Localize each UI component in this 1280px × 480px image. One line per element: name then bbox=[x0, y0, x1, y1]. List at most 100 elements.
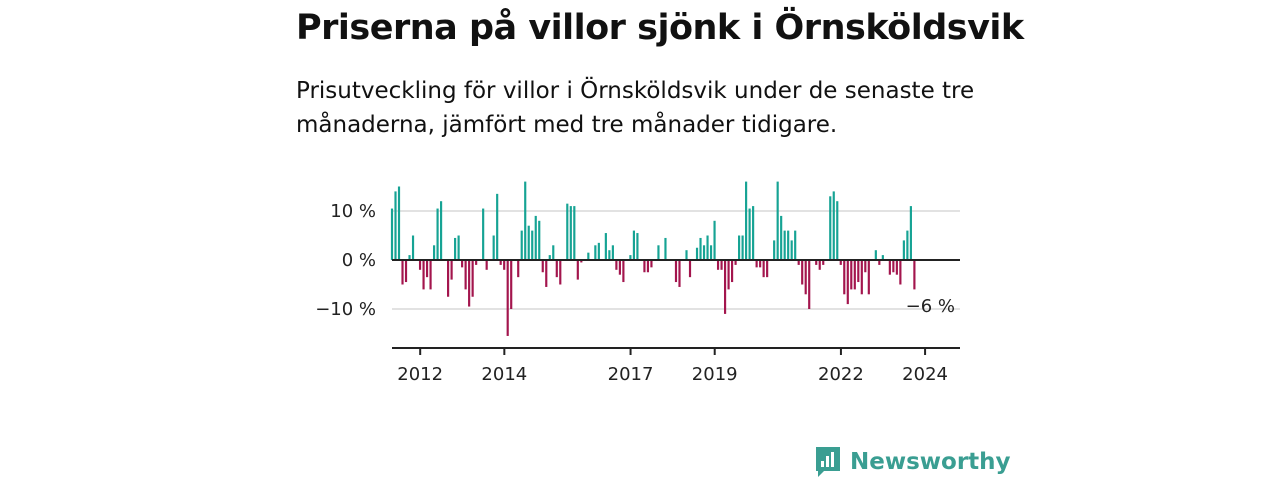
x-tick-label: 2022 bbox=[818, 364, 864, 385]
bar bbox=[475, 260, 478, 265]
x-tick-label: 2017 bbox=[608, 364, 654, 385]
bar bbox=[818, 260, 821, 270]
bar bbox=[909, 206, 912, 260]
bar bbox=[622, 260, 625, 283]
y-tick-label: 10 % bbox=[330, 201, 376, 222]
bar bbox=[632, 230, 635, 260]
bar bbox=[471, 260, 474, 297]
bar bbox=[643, 260, 646, 273]
bar bbox=[496, 193, 499, 260]
bar bbox=[580, 260, 583, 263]
last-value-label: −6 % bbox=[906, 296, 955, 317]
bar bbox=[706, 235, 709, 260]
bar bbox=[748, 208, 751, 260]
bar bbox=[892, 260, 895, 273]
y-tick-labels: 10 % 0 % −10 % bbox=[315, 201, 376, 320]
bar bbox=[615, 260, 618, 270]
bar bbox=[573, 206, 576, 260]
bar bbox=[646, 260, 650, 273]
bar bbox=[657, 245, 660, 260]
bar bbox=[411, 235, 415, 260]
bar bbox=[857, 260, 860, 283]
bar bbox=[709, 245, 713, 260]
bar bbox=[447, 260, 450, 297]
bar bbox=[780, 215, 783, 260]
bar bbox=[895, 260, 898, 275]
bar bbox=[422, 260, 425, 290]
bar bbox=[597, 242, 600, 260]
bar bbox=[520, 230, 523, 260]
bar bbox=[790, 240, 793, 260]
bar bbox=[408, 255, 411, 260]
bar bbox=[878, 260, 881, 265]
bar bbox=[734, 260, 737, 265]
bar bbox=[913, 260, 916, 290]
bar bbox=[864, 260, 867, 273]
bar bbox=[629, 255, 632, 260]
bar bbox=[425, 260, 429, 278]
bar bbox=[678, 260, 681, 287]
bar bbox=[401, 260, 404, 285]
bar bbox=[499, 260, 502, 265]
bar bbox=[548, 255, 551, 260]
bar bbox=[440, 201, 443, 260]
bar bbox=[766, 260, 769, 278]
bar bbox=[664, 237, 667, 260]
bar bbox=[702, 245, 706, 260]
bar bbox=[741, 235, 744, 260]
x-tick-label: 2019 bbox=[692, 364, 738, 385]
bar bbox=[727, 260, 730, 290]
bar bbox=[559, 260, 562, 285]
bar bbox=[829, 196, 832, 260]
bar bbox=[429, 260, 432, 290]
bar bbox=[464, 260, 467, 290]
bar bbox=[906, 230, 909, 260]
bar bbox=[636, 233, 639, 260]
bar bbox=[390, 208, 394, 260]
bar bbox=[576, 260, 579, 280]
bar bbox=[418, 260, 422, 270]
bar bbox=[759, 260, 762, 268]
bar bbox=[527, 225, 530, 260]
bar bbox=[787, 230, 790, 260]
bar bbox=[485, 260, 488, 270]
bar bbox=[850, 260, 853, 290]
y-tick-label: −10 % bbox=[315, 299, 376, 320]
bar bbox=[843, 260, 846, 295]
y-tick-label: 0 % bbox=[342, 250, 376, 271]
x-tick-label: 2012 bbox=[397, 364, 443, 385]
bar bbox=[836, 201, 839, 260]
bar bbox=[699, 237, 702, 260]
chart-subtitle: Prisutveckling för villor i Örnsköldsvik… bbox=[296, 78, 975, 138]
bar bbox=[688, 260, 692, 278]
bar bbox=[801, 260, 804, 285]
chart-title: Priserna på villor sjönk i Örnsköldsvik bbox=[296, 8, 1024, 48]
bar bbox=[713, 220, 716, 260]
bar bbox=[594, 245, 597, 260]
bar bbox=[545, 260, 548, 287]
bar bbox=[566, 203, 569, 260]
bar bbox=[394, 191, 397, 260]
bar bbox=[454, 237, 457, 260]
bar bbox=[832, 191, 835, 260]
x-tick-label: 2014 bbox=[481, 364, 527, 385]
bar bbox=[685, 250, 688, 260]
bar bbox=[531, 230, 534, 260]
bar bbox=[762, 260, 765, 278]
bar bbox=[716, 260, 720, 270]
bar bbox=[797, 260, 800, 265]
bar bbox=[899, 260, 902, 285]
bar-chart: 10 % 0 % −10 % 2012 2014 2017 2019 2022 2024 −6… bbox=[315, 181, 960, 385]
bar bbox=[755, 260, 758, 268]
bar bbox=[552, 245, 555, 260]
gridlines bbox=[392, 210, 960, 310]
bar bbox=[503, 260, 506, 270]
bar bbox=[822, 260, 825, 265]
bar bbox=[804, 260, 807, 295]
bar bbox=[815, 260, 818, 265]
bar bbox=[541, 260, 544, 273]
bar bbox=[432, 245, 436, 260]
bar bbox=[608, 250, 611, 260]
bar bbox=[510, 260, 513, 309]
bar bbox=[846, 260, 849, 305]
